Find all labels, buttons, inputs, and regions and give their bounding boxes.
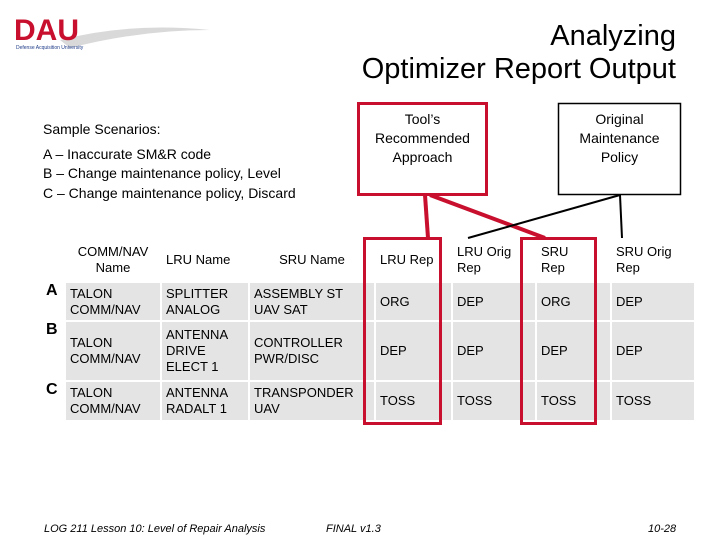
table-cell: CONTROLLER PWR/DISC [250, 322, 374, 380]
logo-swoosh [60, 27, 210, 48]
table-cell: DEP [453, 283, 535, 320]
table-cell: ASSEMBLY ST UAV SAT [250, 283, 374, 320]
table-cell: DEP [453, 322, 535, 380]
table-cell: TOSS [612, 382, 694, 420]
row-label: B [42, 322, 64, 380]
table-cell: TALON COMM/NAV [66, 283, 160, 320]
column-header: SRU Rep [537, 239, 610, 281]
table-cell: ORG [537, 283, 610, 320]
table-cell: DEP [612, 283, 694, 320]
report-table: COMM/NAV Name LRU Name SRU Name LRU Rep LRU … [40, 237, 696, 422]
table-cell: ANTENNA DRIVE ELECT 1 [162, 322, 248, 380]
scenarios: Sample Scenarios: A – Inaccurate SM&R co… [43, 120, 296, 203]
arrow [429, 193, 546, 240]
table-cell: ANTENNA RADALT 1 [162, 382, 248, 420]
scenario: B – Change maintenance policy, Level [43, 165, 281, 181]
arrow [619, 194, 623, 239]
tool-box [357, 102, 488, 196]
original-callout: Original Maintenance Policy [579, 110, 660, 165]
table-cell: TOSS [376, 382, 451, 420]
column-header: LRU Orig Rep [453, 239, 535, 281]
table-cell: SPLITTER ANALOG [162, 283, 248, 320]
logo-subtitle: Defense Acquisition University [16, 45, 84, 51]
title-line: Optimizer Report Output [361, 53, 676, 85]
logo: DAU [14, 14, 79, 47]
table-row: C TALON COMM/NAV ANTENNA RADALT 1 TRANSPOND… [42, 382, 694, 420]
table-cell: DEP [376, 322, 451, 380]
row-label: C [42, 382, 64, 420]
table-cell: ORG [376, 283, 451, 320]
scenario: A – Inaccurate SM&R code [43, 145, 212, 162]
table-cell: TOSS [537, 382, 610, 420]
footer-course: LOG 211 Lesson 10: Level of Repair Analy… [44, 523, 266, 535]
title: Analyzing Optimizer Report Output [362, 20, 676, 86]
column-header: COMM/NAV Name [66, 239, 160, 281]
row-label: A [42, 283, 64, 320]
title-line: Analyzing [550, 20, 676, 52]
header-row: COMM/NAV Name LRU Name SRU Name LRU Rep LRU … [42, 239, 694, 281]
table-row: B TALON COMM/NAV ANTENNA DRIVE ELECT 1 CONT… [42, 322, 694, 380]
table-cell: DEP [612, 322, 694, 380]
column-header: SRU Name [250, 239, 374, 281]
row-label [42, 239, 64, 281]
table-row: A TALON COMM/NAV SPLITTER ANALOG ASSEMBLY S… [42, 283, 694, 320]
column-header: SRU Orig Rep [612, 239, 694, 281]
arrow [467, 194, 621, 239]
table-cell: DEP [537, 322, 610, 380]
tool-callout: Tool’s Recommended Approach [375, 110, 470, 165]
footer-page: 10-28 [648, 523, 677, 535]
arrow [423, 194, 430, 239]
table-cell: TALON COMM/NAV [66, 322, 160, 380]
column-header: LRU Name [162, 239, 248, 281]
scenarios-heading: Sample Scenarios: [43, 121, 161, 137]
table-cell: TRANSPONDER UAV [250, 382, 374, 420]
table-cell: TALON COMM/NAV [66, 382, 160, 420]
footer-version: FINAL v1.3 [326, 523, 381, 535]
column-header: LRU Rep [376, 239, 451, 281]
scenario: C – Change maintenance policy, Discard [43, 184, 296, 201]
table-cell: TOSS [453, 382, 535, 420]
